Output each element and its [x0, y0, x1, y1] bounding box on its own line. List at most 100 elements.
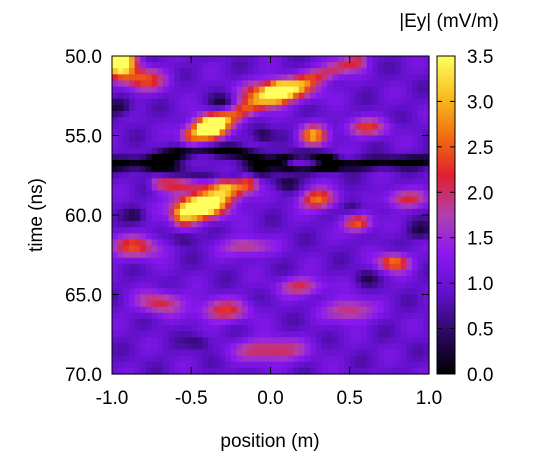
heatmap-cell	[242, 178, 249, 186]
heatmap-cell	[287, 172, 294, 179]
heatmap-cell	[191, 343, 198, 351]
heatmap-cell	[344, 74, 351, 82]
heatmap-cell	[304, 129, 311, 137]
heatmap-cell	[298, 276, 306, 283]
heatmap-cell	[417, 178, 424, 186]
heatmap-cell	[406, 367, 413, 375]
heatmap-cell	[355, 312, 362, 320]
heatmap-cell	[123, 276, 130, 283]
heatmap-cell	[412, 159, 419, 167]
heatmap-cell	[423, 141, 430, 149]
heatmap-cell	[185, 294, 192, 302]
heatmap-cell	[179, 355, 187, 363]
heatmap-cell	[145, 123, 153, 130]
heatmap-cell	[315, 141, 323, 149]
heatmap-cell	[406, 196, 413, 204]
heatmap-cell	[315, 129, 323, 137]
heatmap-cell	[332, 233, 340, 241]
heatmap-cell	[202, 123, 209, 130]
heatmap-cell	[304, 233, 311, 241]
heatmap-cell	[191, 153, 198, 161]
heatmap-cell	[270, 68, 277, 75]
heatmap-cell	[196, 306, 204, 314]
heatmap-cell	[332, 208, 340, 216]
heatmap-cell	[355, 190, 362, 198]
heatmap-cell	[327, 159, 334, 167]
heatmap-cell	[242, 166, 249, 173]
heatmap-cell	[230, 325, 238, 332]
heatmap-cell	[259, 190, 266, 198]
heatmap-cell	[112, 233, 119, 241]
heatmap-cell	[134, 300, 141, 308]
heatmap-cell	[225, 123, 232, 130]
heatmap-cell	[332, 312, 340, 320]
heatmap-cell	[332, 239, 340, 247]
heatmap-cell	[168, 117, 175, 124]
heatmap-cell	[162, 325, 170, 332]
heatmap-cell	[145, 166, 153, 173]
heatmap-cell	[123, 135, 130, 143]
heatmap-cell	[112, 153, 119, 161]
heatmap-cell	[112, 117, 119, 124]
heatmap-cell	[298, 239, 306, 247]
heatmap-cell	[304, 92, 311, 100]
heatmap-cell	[264, 196, 272, 204]
heatmap-cell	[400, 86, 407, 94]
heatmap-cell	[361, 147, 368, 155]
heatmap-cells	[112, 56, 430, 375]
heatmap-cell	[383, 251, 390, 259]
heatmap-cell	[145, 172, 153, 179]
heatmap-cell	[145, 129, 153, 137]
heatmap-cell	[219, 355, 226, 363]
heatmap-cell	[355, 196, 362, 204]
heatmap-cell	[191, 227, 198, 234]
heatmap-cell	[168, 343, 175, 351]
heatmap-cell	[389, 117, 396, 124]
heatmap-cell	[281, 56, 289, 63]
heatmap-cell	[417, 86, 424, 94]
heatmap-cell	[213, 318, 221, 326]
heatmap-cell	[264, 202, 272, 210]
heatmap-cell	[281, 62, 289, 69]
heatmap-cell	[383, 135, 390, 143]
heatmap-cell	[304, 159, 311, 167]
heatmap-cell	[281, 208, 289, 216]
heatmap-cell	[168, 227, 175, 234]
heatmap-cell	[162, 294, 170, 302]
heatmap-cell	[276, 355, 283, 363]
heatmap-cell	[157, 104, 164, 112]
heatmap-cell	[321, 135, 328, 143]
heatmap-cell	[236, 276, 243, 283]
heatmap-cell	[389, 349, 396, 357]
heatmap-cell	[276, 318, 283, 326]
heatmap-cell	[208, 361, 215, 369]
heatmap-cell	[162, 208, 170, 216]
heatmap-cell	[162, 172, 170, 179]
heatmap-cell	[145, 178, 153, 186]
heatmap-cell	[406, 325, 413, 332]
heatmap-cell	[423, 135, 430, 143]
heatmap-cell	[378, 331, 385, 338]
heatmap-cell	[162, 123, 170, 130]
heatmap-cell	[145, 300, 153, 308]
heatmap-cell	[123, 282, 130, 289]
heatmap-cell	[225, 141, 232, 149]
heatmap-cell	[185, 184, 192, 192]
heatmap-cell	[236, 68, 243, 75]
heatmap-cell	[128, 239, 136, 247]
heatmap-cell	[185, 325, 192, 332]
heatmap-cell	[191, 147, 198, 155]
heatmap-cell	[395, 349, 402, 357]
heatmap-cell	[412, 190, 419, 198]
heatmap-cell	[236, 98, 243, 106]
heatmap-cell	[117, 312, 124, 320]
heatmap-cell	[293, 221, 300, 228]
heatmap-cell	[185, 178, 192, 186]
heatmap-cell	[219, 202, 226, 210]
heatmap-cell	[213, 111, 221, 118]
heatmap-cell	[134, 355, 141, 363]
heatmap-cell	[344, 276, 351, 283]
heatmap-cell	[236, 349, 243, 357]
heatmap-cell	[151, 367, 158, 375]
heatmap-cell	[247, 325, 255, 332]
